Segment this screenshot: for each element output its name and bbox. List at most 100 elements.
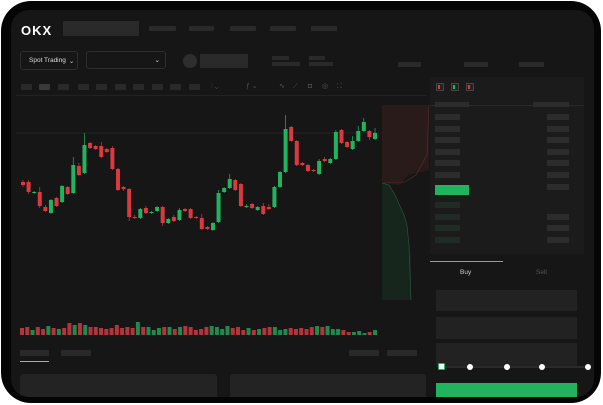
volume-bar [251, 330, 256, 335]
candle-up [166, 219, 171, 223]
slider-step-100[interactable] [585, 364, 591, 370]
candle-down [238, 184, 243, 206]
candle-down [194, 217, 199, 218]
candle-down [305, 165, 310, 171]
volume-bar [51, 328, 56, 335]
divider [16, 95, 426, 96]
search-bar[interactable] [63, 21, 139, 36]
chevron-down-icon: ⌄ [154, 57, 160, 64]
timeframe-tab[interactable] [21, 84, 32, 90]
timeframe-tab[interactable] [115, 84, 126, 90]
stat-value [519, 62, 544, 67]
amount-input[interactable] [436, 317, 577, 339]
slider-step-25[interactable] [467, 364, 473, 370]
volume-bar [141, 327, 146, 335]
volume-bar [67, 323, 72, 335]
depth-asks-line [381, 104, 430, 184]
volume-bar [293, 329, 298, 335]
timeframe-tab[interactable] [78, 84, 89, 90]
ask-price [435, 114, 460, 120]
app-screen: OKX Spot Trading ⌄ ⌄ ⫶ ⌄ ƒ ⌄ ∿ ⟋ ◘ ◎ ⛶ B [11, 10, 594, 397]
indicator-icon[interactable]: ƒ ⌄ [246, 83, 258, 90]
orderbook-buy-icon[interactable] [451, 83, 459, 91]
candle-up [138, 209, 143, 218]
timeframe-tab[interactable] [96, 84, 107, 90]
slider-handle[interactable] [438, 363, 445, 370]
slider-step-50[interactable] [504, 364, 510, 370]
candle-down [65, 187, 70, 194]
tab-buy[interactable]: Buy [460, 269, 472, 276]
candle-type-icon[interactable]: ⫶ ⌄ [211, 83, 219, 90]
ruler-icon[interactable]: ⟋ [293, 83, 298, 90]
candle-down [143, 208, 148, 213]
price-input[interactable] [436, 290, 577, 311]
volume-bar [325, 326, 330, 335]
timeframe-tab[interactable] [170, 84, 181, 90]
volume-bar [20, 328, 24, 335]
filter-button[interactable] [387, 350, 417, 356]
candle-down [88, 143, 93, 148]
stat-value [464, 62, 488, 67]
timeframe-tab[interactable] [133, 84, 144, 90]
volume-bar [167, 327, 172, 335]
assets-panel [230, 374, 426, 397]
orderbook-both-icon[interactable] [436, 83, 444, 91]
volume-bar [109, 328, 114, 335]
orderbook-sell-icon[interactable] [466, 83, 474, 91]
volume-bar [114, 325, 119, 335]
pair-dropdown[interactable]: ⌄ [86, 51, 166, 69]
coin-icon [183, 54, 197, 68]
volume-bar [88, 327, 93, 335]
amount-slider[interactable] [438, 363, 591, 370]
line-icon[interactable]: ∿ [279, 83, 285, 90]
camera-icon[interactable]: ◘ [308, 83, 313, 90]
timeframe-tab[interactable] [39, 84, 50, 90]
timeframe-tab[interactable] [152, 84, 163, 90]
nav-item[interactable] [230, 26, 256, 31]
volume-bar [172, 329, 177, 335]
nav-item[interactable] [270, 26, 296, 31]
volume-bar [30, 330, 35, 335]
timeframe-tab[interactable] [189, 84, 200, 90]
last-price [435, 185, 469, 195]
filter-button[interactable] [349, 350, 379, 356]
candle-up [216, 193, 221, 222]
volume-bar [193, 330, 198, 335]
volume-bar [214, 327, 219, 335]
volume-bar [262, 328, 267, 335]
candle-down [188, 209, 193, 218]
volume-bar [72, 325, 77, 335]
ask-amount [547, 125, 569, 132]
candle-down [121, 187, 126, 189]
volume-bar [25, 327, 30, 335]
tab-sell[interactable]: Sell [536, 269, 547, 276]
buy-button[interactable] [436, 383, 577, 397]
slider-step-75[interactable] [539, 364, 545, 370]
volume-bar [225, 326, 230, 335]
pair-price [200, 54, 248, 68]
nav-item[interactable] [189, 26, 214, 31]
candlestick-chart[interactable] [11, 95, 431, 335]
volume-bar [288, 328, 293, 335]
settings-icon[interactable]: ◎ [322, 83, 329, 90]
volume-bar [267, 327, 272, 335]
candle-up [210, 223, 215, 230]
market-type-dropdown[interactable]: Spot Trading ⌄ [20, 51, 78, 70]
tab-open-orders[interactable] [20, 350, 49, 356]
candle-down [43, 207, 48, 211]
candle-up [48, 200, 53, 213]
volume-bar [362, 333, 367, 335]
fullscreen-icon[interactable]: ⛶ [337, 83, 342, 90]
nav-item[interactable] [149, 26, 176, 31]
candle-up [333, 132, 338, 159]
divider [430, 105, 584, 106]
candle-up [82, 145, 87, 173]
total-input[interactable] [436, 343, 577, 367]
timeframe-tab[interactable] [58, 84, 69, 90]
nav-item[interactable] [311, 26, 337, 31]
tab-order-history[interactable] [61, 350, 91, 356]
ask-amount [547, 148, 569, 155]
candle-up [328, 159, 333, 163]
volume-bar [135, 322, 140, 335]
volume-bar [230, 328, 235, 335]
